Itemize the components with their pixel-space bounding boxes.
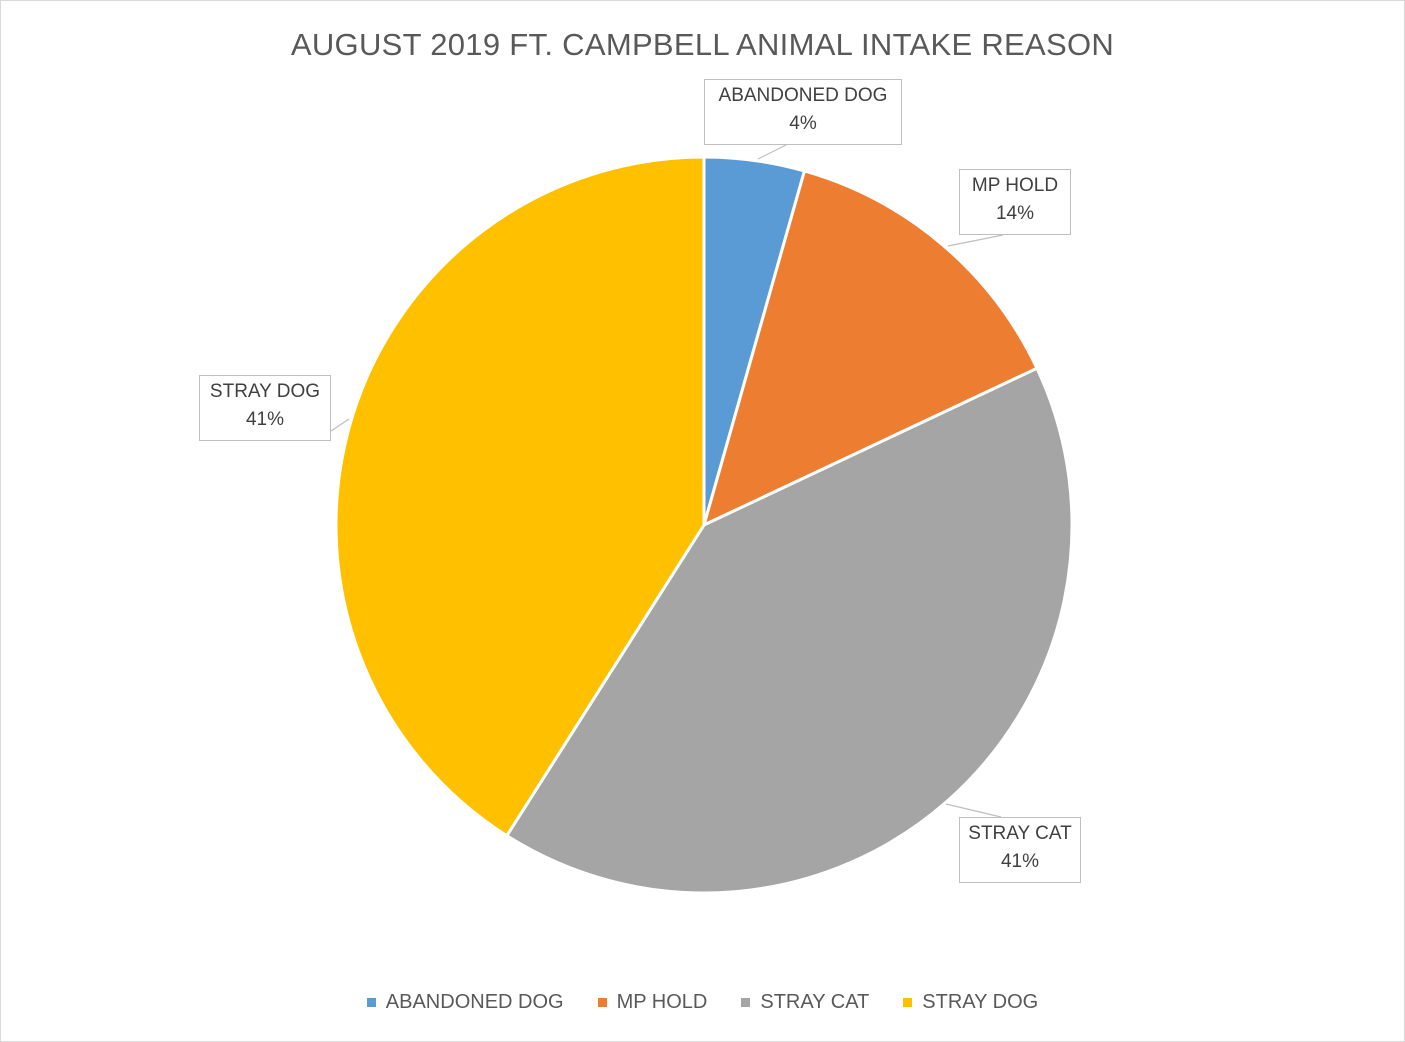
- data-label-percent: 14%: [968, 200, 1062, 228]
- legend-label: STRAY DOG: [922, 991, 1038, 1014]
- data-label-category: MP HOLD: [968, 172, 1062, 200]
- legend-swatch: [741, 998, 750, 1007]
- legend-swatch: [367, 998, 376, 1007]
- data-label-abandoned-dog: ABANDONED DOG 4%: [704, 79, 902, 145]
- data-label-percent: 41%: [968, 848, 1072, 876]
- data-label-stray-dog: STRAY DOG 41%: [199, 375, 331, 441]
- legend-item-stray-dog: STRAY DOG: [903, 991, 1038, 1014]
- data-label-category: ABANDONED DOG: [713, 82, 893, 110]
- data-label-category: STRAY CAT: [968, 820, 1072, 848]
- leader-line-mp-hold: [948, 235, 1003, 246]
- legend-item-mp-hold: MP HOLD: [598, 991, 708, 1014]
- legend-item-abandoned-dog: ABANDONED DOG: [367, 991, 564, 1014]
- leader-line-stray-dog: [331, 419, 349, 431]
- data-label-percent: 4%: [713, 110, 893, 138]
- legend-item-stray-cat: STRAY CAT: [741, 991, 869, 1014]
- leader-line-abandoned-dog: [758, 145, 786, 159]
- legend-label: STRAY CAT: [760, 991, 869, 1014]
- legend-swatch: [598, 998, 607, 1007]
- leader-line-stray-cat: [946, 804, 1001, 817]
- legend-label: ABANDONED DOG: [386, 991, 564, 1014]
- data-label-mp-hold: MP HOLD 14%: [959, 169, 1071, 235]
- data-label-percent: 41%: [208, 406, 322, 434]
- data-label-stray-cat: STRAY CAT 41%: [959, 817, 1081, 883]
- data-label-category: STRAY DOG: [208, 378, 322, 406]
- legend: ABANDONED DOG MP HOLD STRAY CAT STRAY DOG: [1, 991, 1404, 1014]
- legend-swatch: [903, 998, 912, 1007]
- legend-label: MP HOLD: [617, 991, 708, 1014]
